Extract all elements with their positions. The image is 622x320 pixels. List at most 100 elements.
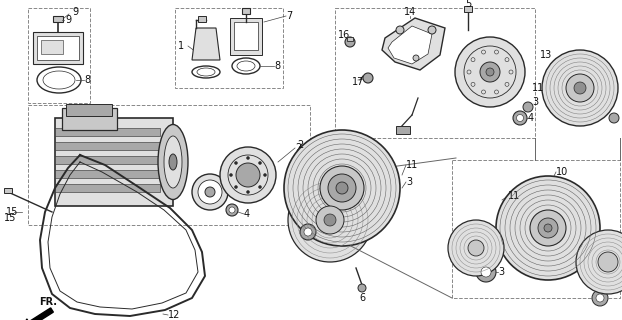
Polygon shape xyxy=(234,22,258,50)
Circle shape xyxy=(523,102,533,112)
Bar xyxy=(33,32,83,64)
Polygon shape xyxy=(192,28,220,60)
Circle shape xyxy=(542,50,618,126)
Bar xyxy=(66,104,112,116)
Circle shape xyxy=(396,26,404,34)
Text: 12: 12 xyxy=(168,310,180,320)
Text: 15: 15 xyxy=(4,213,16,223)
Circle shape xyxy=(516,115,524,122)
Text: 6: 6 xyxy=(359,293,365,303)
Circle shape xyxy=(592,290,608,306)
Circle shape xyxy=(609,113,619,123)
Ellipse shape xyxy=(197,68,215,76)
Bar xyxy=(55,128,160,136)
Text: FR.: FR. xyxy=(39,297,57,307)
Bar xyxy=(28,105,310,225)
Bar xyxy=(53,16,63,22)
Text: 4: 4 xyxy=(244,209,250,219)
Text: 10: 10 xyxy=(556,167,569,177)
Bar xyxy=(37,36,79,60)
Circle shape xyxy=(345,37,355,47)
Circle shape xyxy=(413,55,419,61)
Bar xyxy=(55,170,160,178)
Circle shape xyxy=(538,218,558,238)
Circle shape xyxy=(481,267,491,277)
Polygon shape xyxy=(388,26,432,64)
Ellipse shape xyxy=(158,124,188,199)
Circle shape xyxy=(480,62,500,82)
Circle shape xyxy=(324,214,336,226)
Text: 11: 11 xyxy=(406,160,418,170)
Circle shape xyxy=(236,163,260,187)
Bar xyxy=(62,108,117,130)
Circle shape xyxy=(468,240,484,256)
Bar xyxy=(452,160,620,298)
Circle shape xyxy=(486,68,494,76)
Text: 2: 2 xyxy=(295,143,301,153)
Circle shape xyxy=(259,162,261,164)
Ellipse shape xyxy=(237,61,255,71)
Bar xyxy=(55,118,173,206)
Circle shape xyxy=(264,173,266,177)
Bar xyxy=(55,184,160,192)
Bar xyxy=(41,40,63,54)
Circle shape xyxy=(229,207,235,213)
Bar xyxy=(4,188,12,193)
Circle shape xyxy=(198,180,222,204)
Circle shape xyxy=(246,190,249,194)
Text: 9: 9 xyxy=(65,15,71,25)
Text: 3: 3 xyxy=(406,177,412,187)
Circle shape xyxy=(576,230,622,294)
Ellipse shape xyxy=(43,71,75,89)
Bar xyxy=(396,126,410,134)
Polygon shape xyxy=(230,18,262,55)
Bar xyxy=(28,8,90,103)
Text: 15: 15 xyxy=(6,207,19,217)
Text: 3: 3 xyxy=(498,267,504,277)
Circle shape xyxy=(234,162,238,164)
Text: 14: 14 xyxy=(404,7,416,17)
Text: 5: 5 xyxy=(465,0,471,9)
Text: 11: 11 xyxy=(532,83,544,93)
Circle shape xyxy=(336,182,348,194)
Circle shape xyxy=(316,206,344,234)
Circle shape xyxy=(574,82,586,94)
Text: 11: 11 xyxy=(508,191,520,201)
Ellipse shape xyxy=(169,154,177,170)
Circle shape xyxy=(428,26,436,34)
Circle shape xyxy=(288,178,372,262)
Bar xyxy=(464,6,472,12)
Bar xyxy=(55,142,160,150)
Bar xyxy=(242,8,250,14)
Text: 16: 16 xyxy=(338,30,350,40)
Circle shape xyxy=(513,111,527,125)
Text: 7: 7 xyxy=(286,11,292,21)
Circle shape xyxy=(284,130,400,246)
Circle shape xyxy=(220,147,276,203)
Circle shape xyxy=(226,204,238,216)
Circle shape xyxy=(230,173,233,177)
Text: 13: 13 xyxy=(540,50,552,60)
Bar xyxy=(335,8,535,138)
Bar xyxy=(198,16,206,22)
Circle shape xyxy=(300,224,316,240)
Polygon shape xyxy=(382,18,445,70)
FancyArrow shape xyxy=(23,308,53,320)
Circle shape xyxy=(320,166,364,210)
Circle shape xyxy=(598,252,618,272)
Circle shape xyxy=(358,284,366,292)
Circle shape xyxy=(448,220,504,276)
Text: 3: 3 xyxy=(532,97,538,107)
Circle shape xyxy=(566,74,594,102)
Circle shape xyxy=(328,174,356,202)
Bar xyxy=(347,37,353,41)
Text: 2: 2 xyxy=(297,140,304,150)
Text: 8: 8 xyxy=(84,75,90,85)
Text: 17: 17 xyxy=(352,77,364,87)
Bar xyxy=(175,8,283,88)
Circle shape xyxy=(530,210,566,246)
Circle shape xyxy=(544,224,552,232)
Circle shape xyxy=(246,156,249,159)
Circle shape xyxy=(363,73,373,83)
Text: 8: 8 xyxy=(274,61,280,71)
